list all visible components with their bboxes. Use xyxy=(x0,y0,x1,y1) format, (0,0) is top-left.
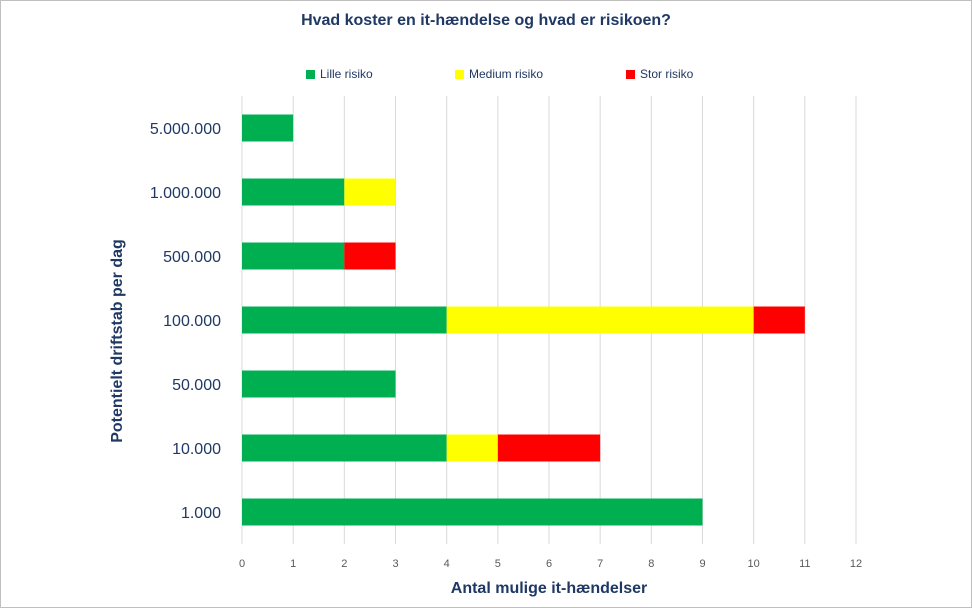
x-axis-title: Antal mulige it-hændelser xyxy=(450,580,648,597)
legend-item-lille-risiko: Lille risiko xyxy=(306,67,373,81)
legend-item-stor-risiko: Stor risiko xyxy=(626,67,693,81)
legend-label-stor-risiko: Stor risiko xyxy=(640,67,694,81)
x-tick-label: 2 xyxy=(341,558,347,570)
y-tick-label: 500.000 xyxy=(163,249,221,266)
legend-item-medium-risiko: Medium risiko xyxy=(455,67,543,81)
bar-lille-risiko xyxy=(242,242,345,270)
x-tick-label: 1 xyxy=(290,558,296,570)
legend-swatch-stor-risiko xyxy=(626,69,635,79)
bar-lille-risiko xyxy=(242,178,345,206)
legend: Lille risiko Medium risiko Stor risiko xyxy=(0,67,972,85)
x-tick-label: 4 xyxy=(444,558,450,570)
bar-medium-risiko xyxy=(344,178,396,206)
y-axis-title: Potentielt driftstab per dag xyxy=(109,239,126,443)
legend-swatch-lille-risiko xyxy=(306,69,315,79)
bar-stor-risiko xyxy=(753,306,805,334)
chart-title: Hvad koster en it-hændelse og hvad er ri… xyxy=(301,12,671,29)
x-tick-label: 7 xyxy=(597,558,603,570)
x-tick-label: 12 xyxy=(850,558,862,570)
x-tick-label: 9 xyxy=(699,558,705,570)
legend-label-lille-risiko: Lille risiko xyxy=(320,67,373,81)
bar-lille-risiko xyxy=(242,306,447,334)
bar-lille-risiko xyxy=(242,370,396,398)
y-tick-label: 10.000 xyxy=(172,441,221,458)
x-tick-label: 10 xyxy=(748,558,760,570)
x-tick-label: 3 xyxy=(392,558,398,570)
legend-label-medium-risiko: Medium risiko xyxy=(469,67,544,81)
bar-lille-risiko xyxy=(242,114,294,142)
y-tick-label: 1.000 xyxy=(181,505,221,522)
x-tick-label: 6 xyxy=(546,558,552,570)
bar-lille-risiko xyxy=(242,434,447,462)
x-tick-label: 0 xyxy=(239,558,245,570)
x-tick-label: 5 xyxy=(495,558,501,570)
y-tick-label: 50.000 xyxy=(172,377,221,394)
legend-swatch-medium-risiko xyxy=(455,69,464,79)
bar-medium-risiko xyxy=(446,434,498,462)
y-tick-label: 1.000.000 xyxy=(150,185,221,202)
y-tick-label: 5.000.000 xyxy=(150,121,221,138)
bar-stor-risiko xyxy=(344,242,396,270)
x-tick-label: 11 xyxy=(799,558,810,570)
bar-lille-risiko xyxy=(242,498,703,526)
x-tick-label: 8 xyxy=(648,558,654,570)
y-tick-label: 100.000 xyxy=(163,313,221,330)
bar-stor-risiko xyxy=(497,434,601,462)
bar-medium-risiko xyxy=(446,306,754,334)
